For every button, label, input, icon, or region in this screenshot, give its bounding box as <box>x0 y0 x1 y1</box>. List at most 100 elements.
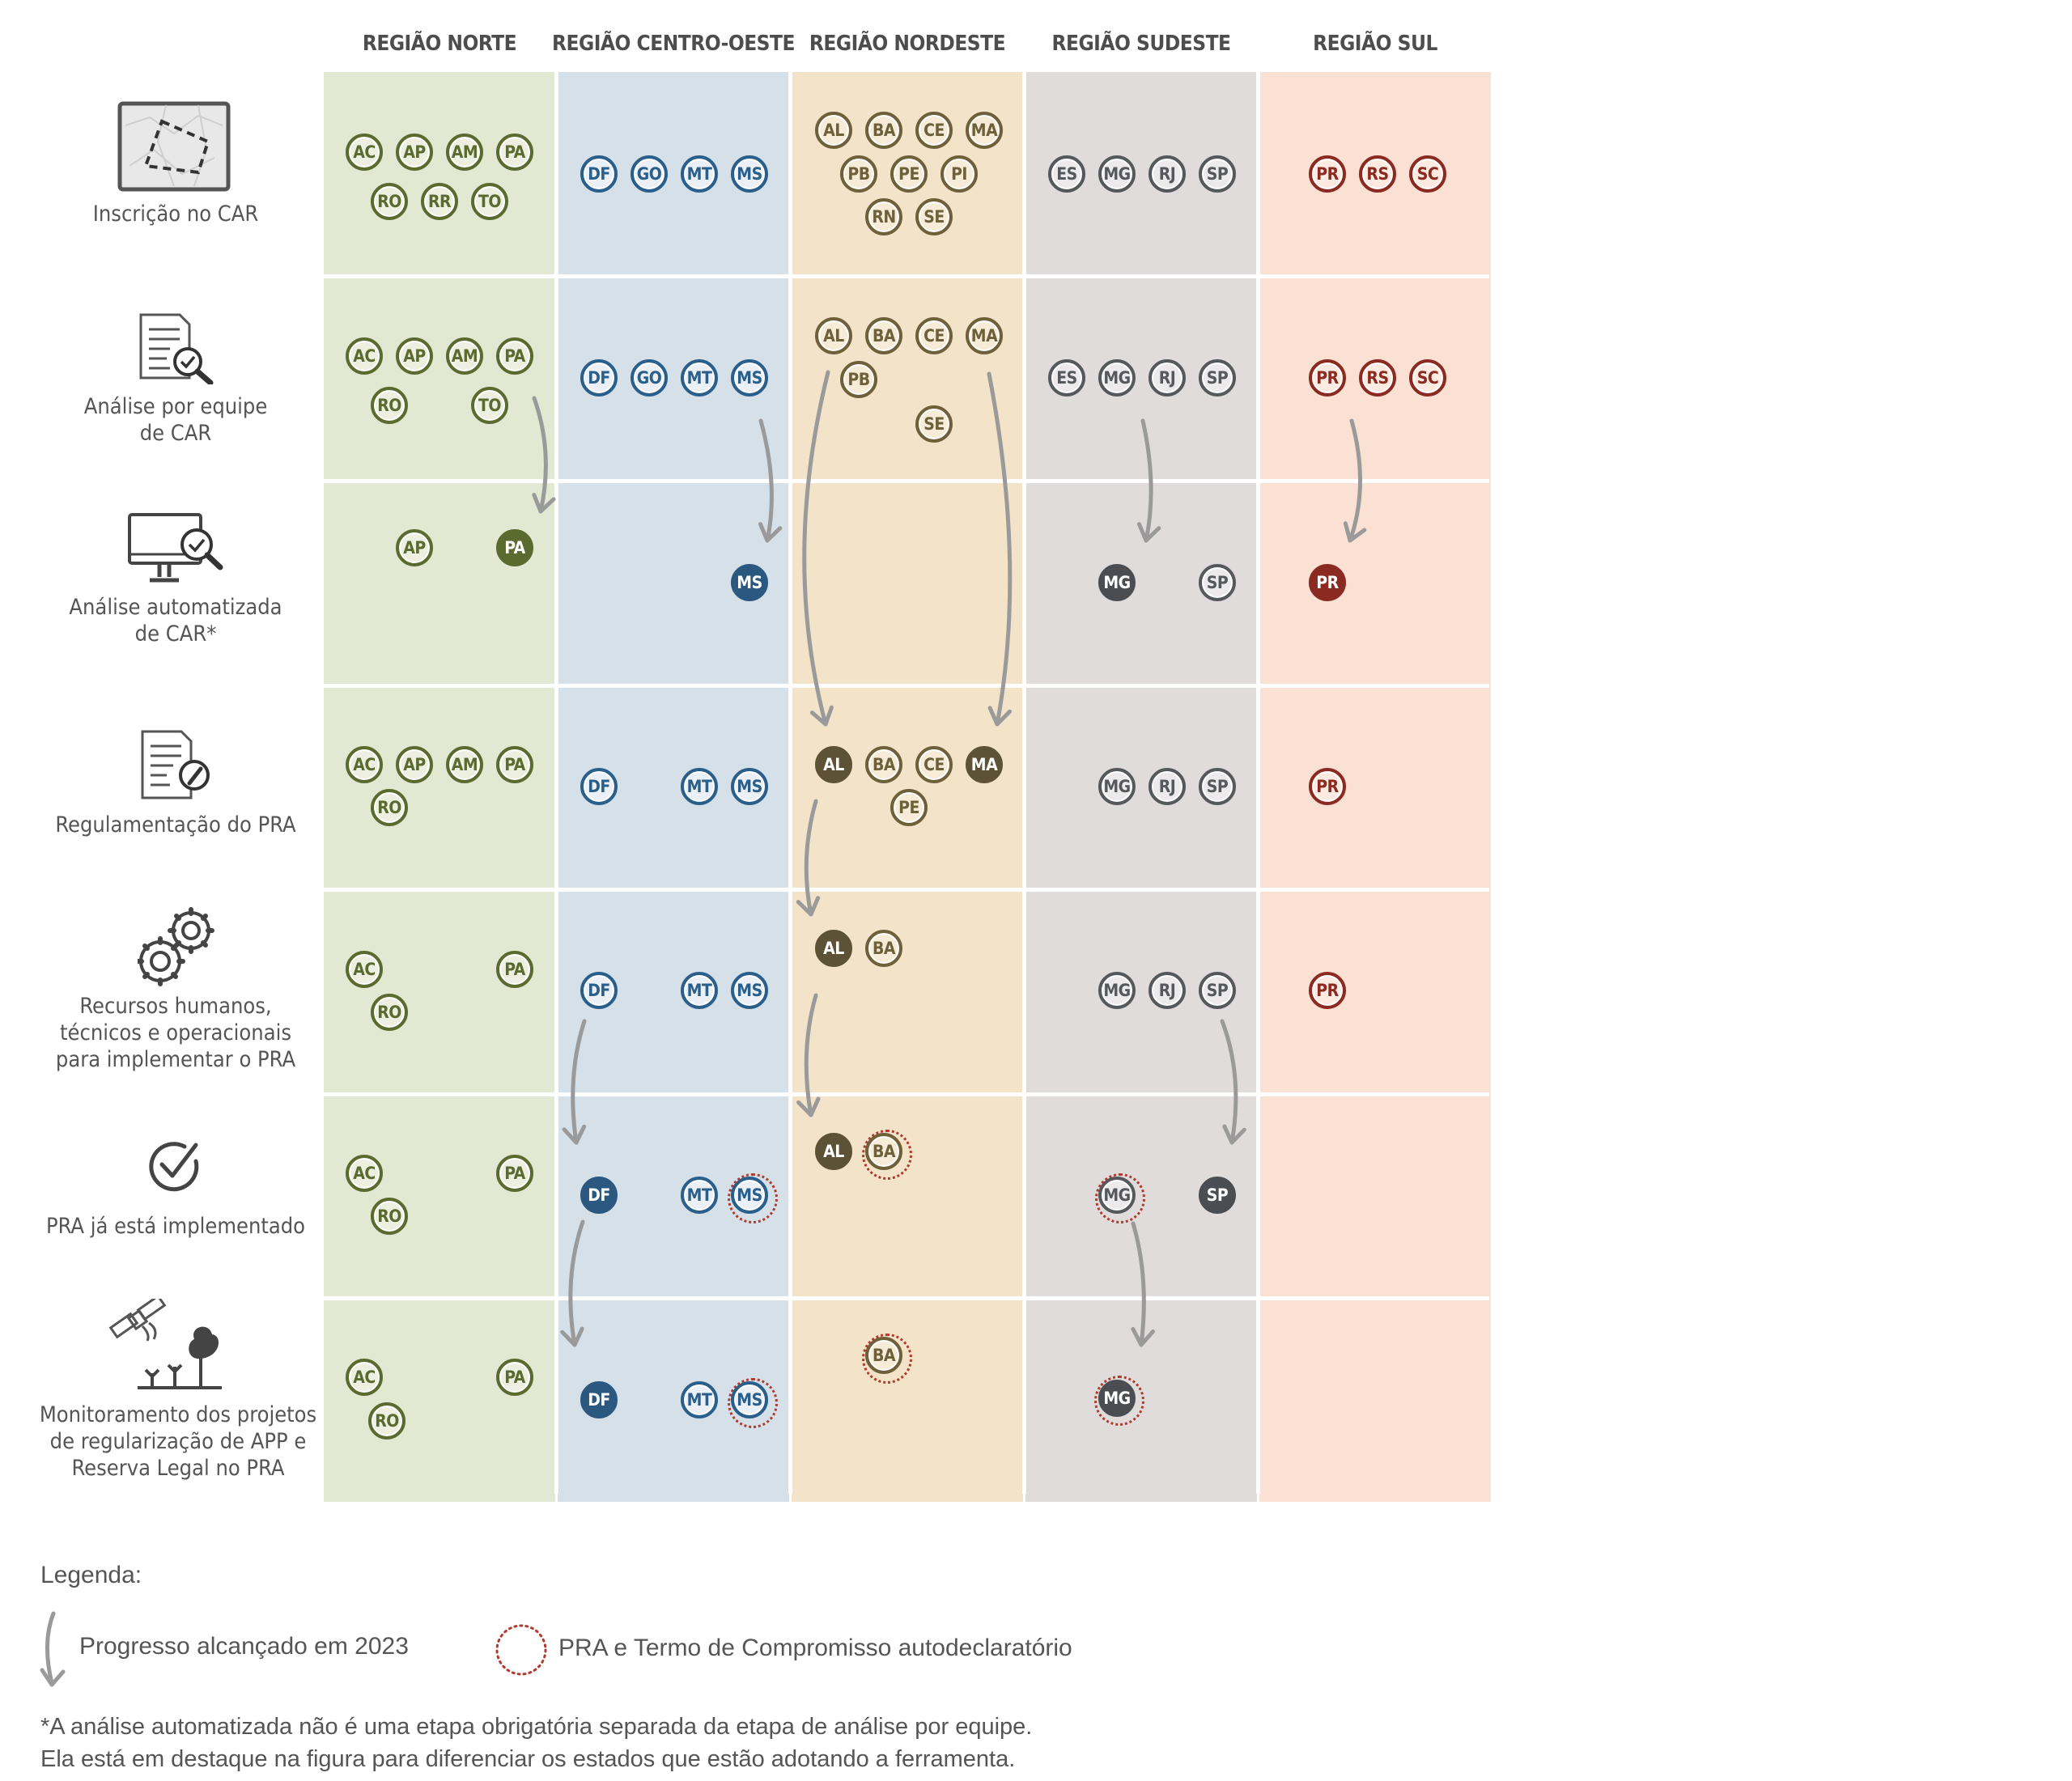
state-badge-mt: MT <box>681 359 718 396</box>
state-badge-mt: MT <box>681 1381 718 1418</box>
state-badge-df: DF <box>580 972 618 1009</box>
state-badge-ba: BA <box>862 1334 912 1384</box>
state-badge-ac: AC <box>346 1359 383 1396</box>
state-badge-es: ES <box>1048 155 1085 193</box>
state-badge-ms: MS <box>728 1378 778 1428</box>
state-badge-es: ES <box>1048 359 1085 396</box>
state-badge-ce: CE <box>915 112 953 149</box>
state-badge-to: TO <box>471 183 508 220</box>
state-badge-al: AL <box>815 1133 852 1170</box>
state-badge-ro: RO <box>371 789 408 826</box>
state-badge-al: AL <box>815 112 852 149</box>
state-badge-go: GO <box>631 155 668 193</box>
state-badge-se: SE <box>915 198 953 235</box>
state-badge-pe: PE <box>890 789 928 826</box>
state-badge-rr: RR <box>421 183 458 220</box>
state-badge-ro: RO <box>371 1198 408 1235</box>
column-bg-norte <box>324 72 555 1502</box>
state-badge-ba: BA <box>865 317 902 354</box>
state-badge-pr: PR <box>1309 768 1346 805</box>
stage-label-monitoramento: Monitoramento dos projetos de regulariza… <box>39 1402 317 1481</box>
state-badge-rj: RJ <box>1149 155 1186 193</box>
stage-label-recursos: Recursos humanos, técnicos e operacionai… <box>55 994 296 1072</box>
column-divider <box>1022 72 1026 1494</box>
state-badge-df: DF <box>580 359 618 396</box>
state-badge-am: AM <box>446 746 483 783</box>
state-badge-ap: AP <box>396 337 433 375</box>
state-badge-ba: BA <box>865 746 902 783</box>
state-badge-ba: BA <box>862 1130 912 1180</box>
state-badge-sp: SP <box>1199 1177 1236 1214</box>
state-badge-pa: PA <box>496 529 533 566</box>
state-badge-se: SE <box>915 405 953 443</box>
header-regiao-sudeste: REGIÃO SUDESTE <box>1051 32 1231 56</box>
legend-arrow-icon <box>40 1611 66 1687</box>
state-badge-pi: PI <box>940 155 978 193</box>
state-badge-ro: RO <box>368 1402 405 1440</box>
state-badge-rj: RJ <box>1149 768 1186 805</box>
stage-label-inscricao: Inscrição no CAR <box>92 201 259 227</box>
state-badge-ac: AC <box>346 746 383 783</box>
legend-title: Legenda: <box>40 1562 142 1588</box>
state-badge-sc: SC <box>1409 359 1446 396</box>
state-badge-mt: MT <box>681 155 718 193</box>
state-badge-pa: PA <box>496 1155 533 1192</box>
state-badge-pe: PE <box>890 155 928 193</box>
state-badge-sc: SC <box>1409 155 1446 193</box>
header-regiao-norte: REGIÃO NORTE <box>362 32 517 56</box>
state-badge-rs: RS <box>1359 359 1396 396</box>
state-badge-al: AL <box>815 930 852 967</box>
footnote-line-1: *A análise automatizada não é uma etapa … <box>40 1714 1033 1740</box>
state-badge-ac: AC <box>346 337 383 375</box>
state-badge-rn: RN <box>865 198 902 235</box>
state-badge-rj: RJ <box>1149 972 1186 1009</box>
state-badge-ba: BA <box>865 930 902 967</box>
state-badge-ro: RO <box>371 387 408 424</box>
state-badge-mg: MG <box>1098 972 1136 1009</box>
state-badge-mg: MG <box>1098 359 1136 396</box>
header-regiao-sul: REGIÃO SUL <box>1313 32 1437 56</box>
state-badge-pr: PR <box>1309 155 1346 193</box>
state-badge-pb: PB <box>840 361 877 398</box>
stage-label-analise-equipe: Análise por equipe de CAR <box>83 394 268 446</box>
state-badge-ap: AP <box>396 529 433 566</box>
state-badge-go: GO <box>631 359 668 396</box>
state-badge-ap: AP <box>396 134 433 171</box>
state-badge-mt: MT <box>681 972 718 1009</box>
state-badge-ro: RO <box>371 994 408 1031</box>
state-badge-pr: PR <box>1309 564 1346 601</box>
state-badge-mg: MG <box>1098 564 1136 601</box>
column-divider <box>1256 72 1260 1494</box>
computer-search-icon <box>128 513 223 583</box>
state-badge-df: DF <box>580 1381 618 1418</box>
document-edit-icon <box>141 730 210 799</box>
row-divider <box>321 1092 1489 1096</box>
state-badge-ma: MA <box>966 112 1003 149</box>
state-badge-to: TO <box>471 387 508 424</box>
state-badge-ms: MS <box>728 1173 778 1223</box>
state-badge-sp: SP <box>1199 359 1236 396</box>
state-badge-al: AL <box>815 746 852 783</box>
header-regiao-nordeste: REGIÃO NORDESTE <box>809 32 1006 56</box>
map-icon <box>117 101 231 192</box>
state-badge-rj: RJ <box>1149 359 1186 396</box>
state-badge-pa: PA <box>496 951 533 988</box>
state-badge-pr: PR <box>1309 972 1346 1009</box>
stage-label-analise-automatizada: Análise automatizada de CAR* <box>69 595 282 647</box>
state-badge-ms: MS <box>731 564 768 601</box>
state-badge-mg: MG <box>1095 1173 1145 1223</box>
column-bg-sul <box>1259 72 1491 1502</box>
state-badge-al: AL <box>815 317 852 354</box>
row-divider <box>321 888 1489 892</box>
state-badge-sp: SP <box>1199 768 1236 805</box>
state-badge-pa: PA <box>496 1359 533 1396</box>
state-badge-ms: MS <box>731 768 768 805</box>
state-badge-df: DF <box>580 768 618 805</box>
state-badge-ac: AC <box>346 134 383 171</box>
legend-self-declared-label: PRA e Termo de Compromisso autodeclarató… <box>558 1635 1072 1661</box>
state-badge-ce: CE <box>915 317 953 354</box>
state-badge-mg: MG <box>1094 1376 1144 1426</box>
check-circle-icon <box>149 1142 199 1192</box>
row-divider <box>321 684 1489 688</box>
column-divider <box>554 72 558 1494</box>
